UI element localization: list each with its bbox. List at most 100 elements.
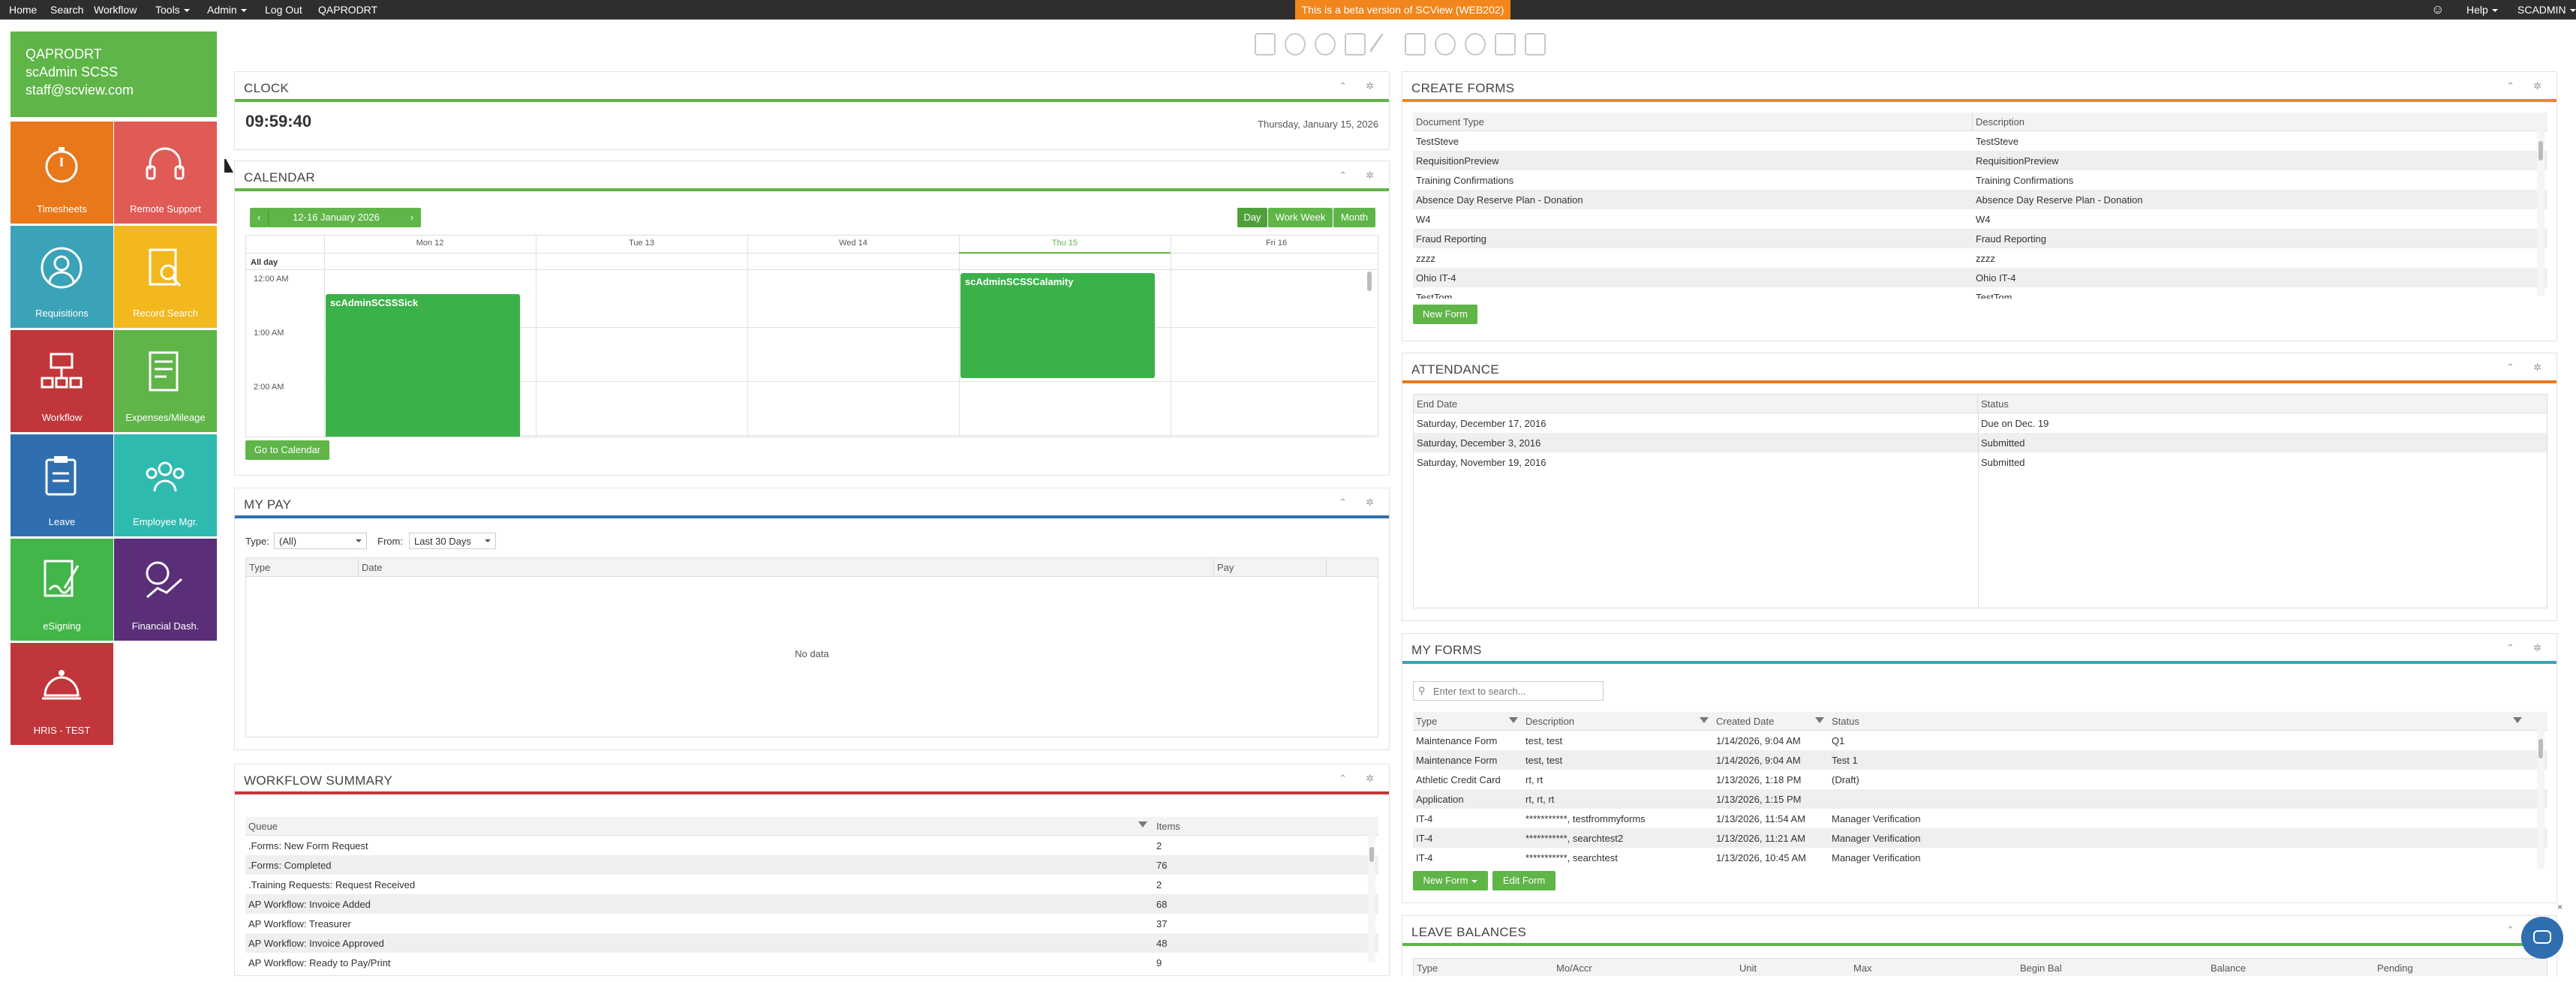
filter-icon[interactable] [1815, 717, 1824, 723]
leave-col-header[interactable]: Type [1417, 962, 1438, 974]
tile-record-search[interactable]: Record Search [114, 226, 217, 328]
chat-button[interactable] [2521, 917, 2563, 959]
col-date[interactable]: Date [359, 558, 1214, 576]
ledger-icon[interactable] [1525, 33, 1546, 56]
table-row[interactable]: IT-4 ***********, searchtest 1/13/2026, 10… [1413, 848, 2547, 867]
new-form-dropdown-button[interactable]: New Form [1413, 871, 1488, 890]
calendar-day-header[interactable]: Mon 12 [416, 239, 444, 248]
nav-help[interactable]: Help [2466, 4, 2498, 16]
leave-col-header[interactable]: Balance [2211, 962, 2246, 974]
collapse-icon[interactable]: ⌃ [1339, 170, 1347, 181]
table-row[interactable]: AP Workflow: Invoice Approved 48 [245, 933, 1378, 953]
tile-requisitions[interactable]: Requisitions [11, 226, 113, 328]
date-range-picker[interactable]: 12-16 January 2026 [268, 208, 404, 227]
table-row[interactable]: Athletic Credit Card rt, rt 1/13/2026, 1:1… [1413, 770, 2547, 789]
scroll-thumb[interactable] [2538, 739, 2543, 758]
go-to-calendar-button[interactable]: Go to Calendar [245, 440, 329, 460]
table-row[interactable]: Saturday, December 17, 2016 Due on Dec. 1… [1414, 413, 2547, 433]
col-type[interactable]: Type [246, 558, 359, 576]
table-row[interactable]: Fraud Reporting Fraud Reporting [1413, 229, 2547, 248]
tile-workflow[interactable]: Workflow [11, 330, 113, 432]
prev-week-button[interactable]: ‹ [250, 208, 268, 227]
col-pay[interactable]: Pay [1214, 558, 1327, 576]
tile-financial-dash-[interactable]: Financial Dash. [114, 539, 217, 641]
col-document-type[interactable]: Document Type [1413, 113, 1973, 131]
calendar-day-header[interactable]: Wed 14 [839, 239, 867, 248]
tile-remote-support[interactable]: Remote Support [114, 122, 217, 224]
col-status[interactable]: Status [1829, 712, 2526, 730]
table-row[interactable]: .Forms: Completed 76 [245, 855, 1378, 875]
col-type[interactable]: Type [1413, 712, 1522, 730]
close-chat-icon[interactable]: × [2557, 902, 2563, 912]
leave-col-header[interactable]: Begin Bal [2020, 962, 2062, 974]
nav-search[interactable]: Search [50, 4, 84, 16]
tile-esigning[interactable]: eSigning [11, 539, 113, 641]
calendar-event[interactable]: scAdminSCSSCalamity [960, 273, 1156, 378]
nav-admin[interactable]: Admin [207, 4, 247, 16]
workflow-scrollbar[interactable] [1368, 835, 1375, 962]
table-row[interactable]: Maintenance Form test, test 1/14/2026, 9:0… [1413, 750, 2547, 770]
settings-icon[interactable]: ✲ [1366, 497, 1374, 508]
col-description[interactable]: Description [1976, 116, 2025, 128]
collapse-icon[interactable]: ⌃ [1339, 80, 1347, 92]
settings-icon[interactable]: ✲ [2533, 362, 2541, 373]
settings-icon[interactable]: ✲ [1366, 80, 1374, 92]
table-row[interactable]: .Training Requests: Request Received 2 [245, 875, 1378, 894]
table-row[interactable]: zzzz zzzz [1413, 248, 2547, 268]
view-month-button[interactable]: Month [1333, 208, 1375, 227]
collapse-icon[interactable]: ⌃ [1339, 497, 1347, 508]
from-select[interactable]: Last 30 Days [409, 533, 496, 549]
tile-expenses-mileage[interactable]: Expenses/Mileage [114, 330, 217, 432]
calendar-scrollbar[interactable] [1367, 272, 1372, 291]
table-row[interactable]: Training Confirmations Training Confirmat… [1413, 170, 2547, 190]
stopwatch-icon[interactable] [1435, 33, 1456, 56]
nav-home[interactable]: Home [9, 4, 38, 16]
filter-icon[interactable] [1509, 717, 1518, 723]
nav-tools[interactable]: Tools [155, 4, 190, 16]
document-icon[interactable] [1345, 33, 1366, 56]
col-items[interactable]: Items [1156, 821, 1180, 832]
nav-workflow[interactable]: Workflow [94, 4, 137, 16]
calendar-day-header[interactable]: Thu 15 [1051, 239, 1078, 248]
history-icon[interactable] [1315, 33, 1336, 56]
nav-user[interactable]: SCADMIN [2517, 4, 2576, 16]
my-forms-search-input[interactable] [1432, 683, 1597, 698]
table-row[interactable]: Application rt, rt, rt 1/13/2026, 1:15 PM [1413, 789, 2547, 809]
leave-col-header[interactable]: Pending [2377, 962, 2413, 974]
view-workweek-button[interactable]: Work Week [1268, 208, 1333, 227]
table-row[interactable]: Absence Day Reserve Plan - Donation Absen… [1413, 190, 2547, 209]
table-row[interactable]: Maintenance Form test, test 1/14/2026, 9:0… [1413, 731, 2547, 750]
leave-col-header[interactable]: Unit [1739, 962, 1757, 974]
tile-employee-mgr-[interactable]: Employee Mgr. [114, 434, 217, 536]
user-grid-icon[interactable] [1495, 33, 1516, 56]
smiley-icon[interactable]: ☺ [2431, 2, 2445, 17]
calendar-event[interactable]: scAdminSCSSSick [326, 294, 521, 437]
table-row[interactable]: AP Workflow: Invoice Added 68 [245, 894, 1378, 914]
clock-icon[interactable] [1285, 33, 1306, 56]
calendar-day-header[interactable]: Fri 16 [1265, 239, 1288, 248]
collapse-icon[interactable]: ⌃ [2506, 362, 2514, 373]
table-row[interactable]: Saturday, December 3, 2016 Submitted [1414, 433, 2547, 452]
doc-dollar-icon[interactable] [1405, 33, 1426, 56]
col-end-date[interactable]: End Date [1414, 395, 1978, 413]
collapse-icon[interactable]: ⌃ [2506, 642, 2514, 653]
settings-icon[interactable]: ✲ [1366, 773, 1374, 784]
pencil-icon[interactable] [1369, 32, 1388, 56]
my-forms-search[interactable]: ⚲ [1413, 681, 1604, 701]
view-day-button[interactable]: Day [1237, 208, 1267, 227]
next-week-button[interactable]: › [403, 208, 421, 227]
tile-timesheets[interactable]: Timesheets [11, 122, 113, 224]
scroll-thumb[interactable] [2538, 141, 2543, 161]
leave-col-header[interactable]: Max [1853, 962, 1872, 974]
tile-hris-test[interactable]: HRIS - TEST [11, 643, 113, 745]
type-select[interactable]: (All) [274, 533, 367, 549]
col-queue[interactable]: Queue [245, 817, 1153, 835]
tile-leave[interactable]: Leave [11, 434, 113, 536]
col-description[interactable]: Description [1522, 712, 1713, 730]
collapse-icon[interactable]: ⌃ [1339, 773, 1347, 784]
col-created-date[interactable]: Created Date [1713, 712, 1829, 730]
table-row[interactable]: IT-4 ***********, testfrommyforms 1/13/202… [1413, 809, 2547, 828]
nav-logout[interactable]: Log Out [265, 4, 302, 16]
collapse-icon[interactable]: ⌃ [2506, 80, 2514, 92]
table-row[interactable]: W4 W4 [1413, 209, 2547, 229]
